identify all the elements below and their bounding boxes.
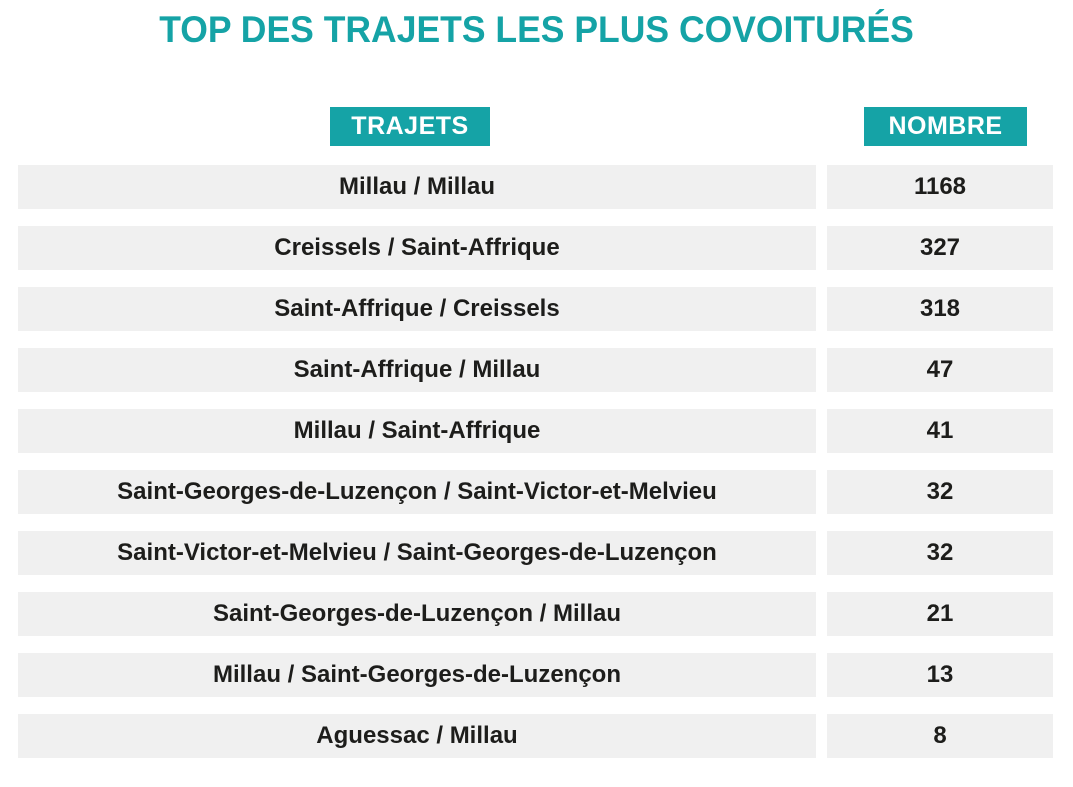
route-cell: Saint-Victor-et-Melvieu / Saint-Georges-… xyxy=(18,531,816,575)
route-cell: Aguessac / Millau xyxy=(18,714,816,758)
count-cell: 13 xyxy=(827,653,1053,697)
table-row: Millau / Saint-Georges-de-Luzençon 13 xyxy=(18,653,1053,697)
count-cell: 1168 xyxy=(827,165,1053,209)
table-row: Saint-Georges-de-Luzençon / Saint-Victor… xyxy=(18,470,1053,514)
count-cell: 32 xyxy=(827,531,1053,575)
table-row: Creissels / Saint-Affrique 327 xyxy=(18,226,1053,270)
route-cell: Millau / Saint-Georges-de-Luzençon xyxy=(18,653,816,697)
count-cell: 21 xyxy=(827,592,1053,636)
table-row: Saint-Victor-et-Melvieu / Saint-Georges-… xyxy=(18,531,1053,575)
route-cell: Creissels / Saint-Affrique xyxy=(18,226,816,270)
table-row: Saint-Affrique / Millau 47 xyxy=(18,348,1053,392)
rows: Millau / Millau 1168 Creissels / Saint-A… xyxy=(18,165,1053,758)
route-cell: Saint-Georges-de-Luzençon / Saint-Victor… xyxy=(18,470,816,514)
count-cell: 32 xyxy=(827,470,1053,514)
column-header-nombre: NOMBRE xyxy=(864,107,1027,146)
table-row: Millau / Saint-Affrique 41 xyxy=(18,409,1053,453)
table-row: Saint-Georges-de-Luzençon / Millau 21 xyxy=(18,592,1053,636)
count-cell: 8 xyxy=(827,714,1053,758)
count-cell: 41 xyxy=(827,409,1053,453)
column-header-trajets: TRAJETS xyxy=(330,107,490,146)
route-cell: Saint-Affrique / Creissels xyxy=(18,287,816,331)
route-cell: Millau / Saint-Affrique xyxy=(18,409,816,453)
table-row: Aguessac / Millau 8 xyxy=(18,714,1053,758)
page-title: TOP DES TRAJETS LES PLUS COVOITURÉS xyxy=(159,9,914,50)
route-cell: Saint-Georges-de-Luzençon / Millau xyxy=(18,592,816,636)
table-row: Millau / Millau 1168 xyxy=(18,165,1053,209)
route-cell: Saint-Affrique / Millau xyxy=(18,348,816,392)
count-cell: 47 xyxy=(827,348,1053,392)
route-cell: Millau / Millau xyxy=(18,165,816,209)
count-cell: 327 xyxy=(827,226,1053,270)
table-row: Saint-Affrique / Creissels 318 xyxy=(18,287,1053,331)
count-cell: 318 xyxy=(827,287,1053,331)
